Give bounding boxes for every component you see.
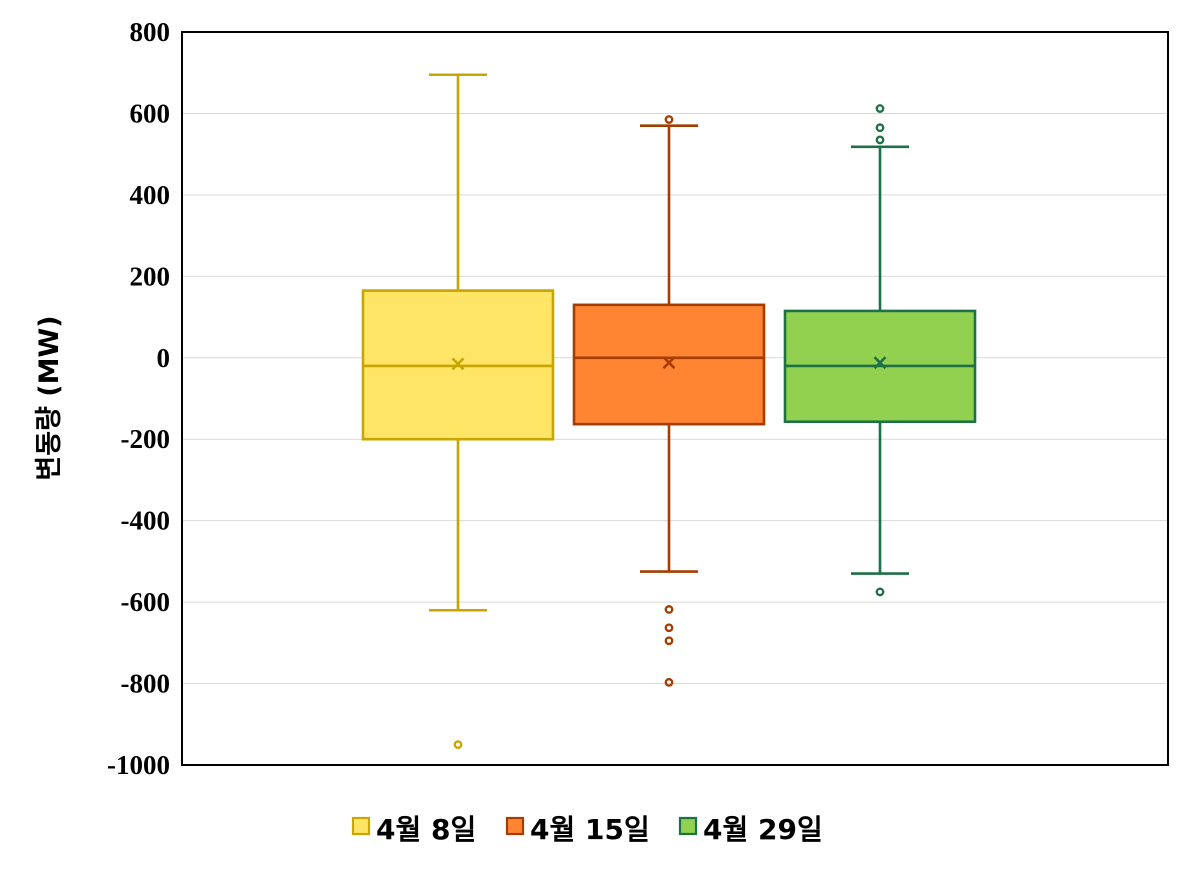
y-axis-ticks: 800 600 400 200 0 -200 -400 -600 -800 -1000 <box>107 17 170 780</box>
outlier-point <box>664 115 674 124</box>
y-tick-label: 0 <box>157 343 171 373</box>
mean-marker <box>662 356 676 370</box>
outlier-point <box>664 623 674 633</box>
y-tick-label: 800 <box>130 17 171 47</box>
mean-marker <box>451 357 465 371</box>
outlier-point <box>453 740 463 750</box>
y-tick-label: -600 <box>121 587 171 617</box>
y-tick-label: -1000 <box>107 750 170 780</box>
y-tick-label: 200 <box>130 261 171 291</box>
legend-swatch <box>505 816 525 836</box>
plot-area <box>181 31 1169 766</box>
outlier-point <box>664 605 674 614</box>
box-series <box>361 73 555 750</box>
boxes <box>361 73 977 750</box>
outlier-point <box>875 587 885 597</box>
legend-label: 4월 29일 <box>703 813 823 846</box>
mean-marker <box>873 356 887 370</box>
gridlines <box>182 112 1168 685</box>
legend-swatch <box>678 816 698 836</box>
legend-swatch <box>351 816 371 836</box>
outlier-point <box>875 135 885 145</box>
y-tick-label: -800 <box>121 669 171 699</box>
outlier-point <box>664 636 674 646</box>
outlier-point <box>664 677 674 687</box>
y-tick-label: -400 <box>121 506 171 536</box>
legend: 4월 8일 4월 15일 4월 29일 <box>351 813 823 846</box>
y-tick-label: 600 <box>130 98 171 128</box>
box-series <box>783 104 977 597</box>
y-axis-label: 변동량 (MW) <box>34 315 65 480</box>
legend-label: 4월 8일 <box>376 813 476 846</box>
outlier-point <box>875 123 885 133</box>
y-tick-label: 400 <box>130 180 171 210</box>
outlier-point <box>875 104 885 113</box>
y-tick-label: -200 <box>121 424 171 454</box>
legend-label: 4월 15일 <box>530 813 650 846</box>
box-series <box>572 115 766 687</box>
